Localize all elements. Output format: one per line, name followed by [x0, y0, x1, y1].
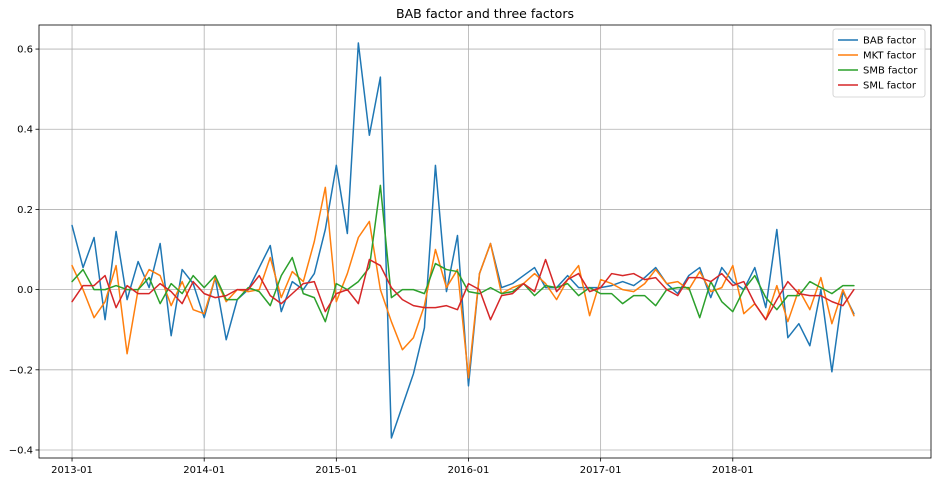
- y-tick-label: −0.4: [9, 445, 33, 456]
- legend-label: BAB factor: [863, 36, 917, 47]
- x-tick-label: 2013-01: [51, 465, 93, 476]
- legend-label: SML factor: [863, 81, 917, 92]
- y-tick-label: −0.2: [9, 365, 33, 376]
- grid-lines: [39, 25, 931, 458]
- plot-area-frame: [38, 24, 932, 459]
- y-tick-label: 0.0: [17, 285, 33, 296]
- legend-box: [832, 28, 926, 98]
- chart-title: BAB factor and three factors: [396, 6, 574, 21]
- legend-label: SMB factor: [863, 66, 918, 77]
- y-tick-label: 0.4: [17, 125, 33, 136]
- legend-label: MKT factor: [863, 51, 917, 62]
- series-line-mkt-factor: [71, 186, 855, 379]
- x-tick-label: 2017-01: [580, 465, 622, 476]
- x-tick-label: 2016-01: [448, 465, 490, 476]
- series-lines: [71, 42, 855, 439]
- legend: BAB factor MKT factor SMB factor SML factor: [832, 28, 926, 98]
- series-line-sml-factor: [71, 258, 855, 321]
- x-tick-label: 2014-01: [183, 465, 225, 476]
- x-tick-label: 2015-01: [315, 465, 357, 476]
- series-line-bab-factor: [71, 42, 855, 439]
- series-line-smb-factor: [71, 184, 855, 323]
- x-tick-label: 2018-01: [712, 465, 754, 476]
- y-tick-label: 0.6: [17, 45, 33, 56]
- axis-ticks: 2013-01 2014-01 2015-01 2016-01 2017-01 2018-…: [9, 45, 754, 476]
- y-tick-label: 0.2: [17, 205, 33, 216]
